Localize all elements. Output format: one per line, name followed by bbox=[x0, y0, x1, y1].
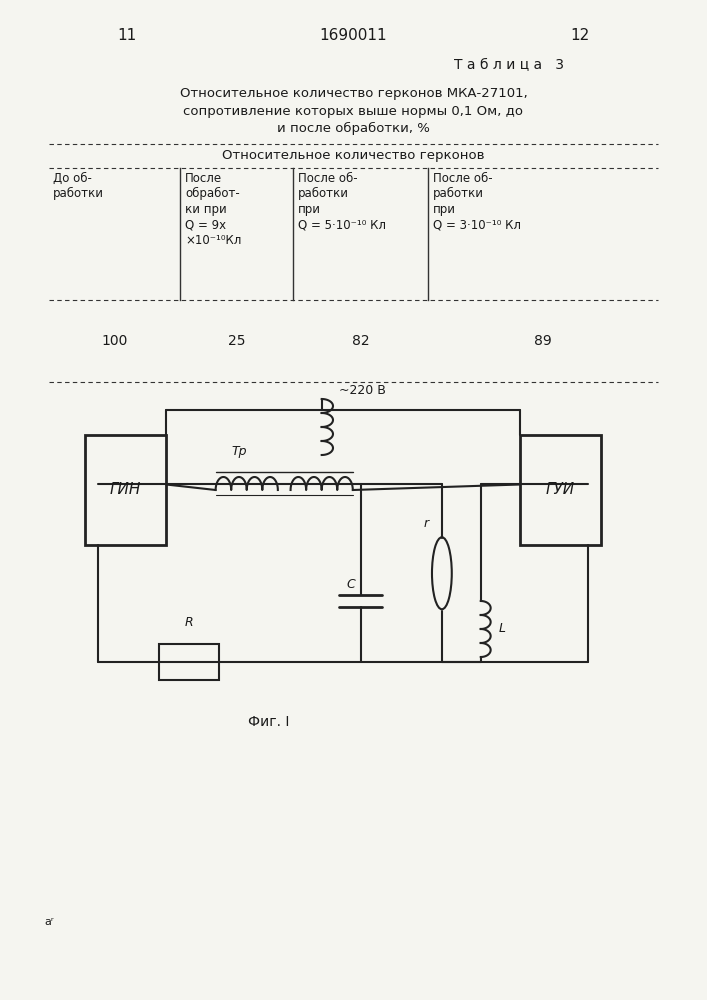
Text: 89: 89 bbox=[534, 334, 551, 348]
Text: Относительное количество герконов МКА-27101,: Относительное количество герконов МКА-27… bbox=[180, 88, 527, 101]
Text: R: R bbox=[185, 615, 194, 629]
Text: Q = 5·10⁻¹⁰ Кл: Q = 5·10⁻¹⁰ Кл bbox=[298, 218, 386, 231]
Text: После: После bbox=[185, 172, 223, 184]
Text: сопротивление которых выше нормы 0,1 Ом, до: сопротивление которых выше нормы 0,1 Ом,… bbox=[184, 104, 523, 117]
Text: ГИН: ГИН bbox=[110, 483, 141, 497]
Text: Тр: Тр bbox=[231, 446, 247, 458]
Text: C: C bbox=[346, 578, 355, 591]
Text: aʳ: aʳ bbox=[45, 917, 54, 927]
Text: работки: работки bbox=[298, 187, 349, 200]
Text: Относительное количество герконов: Относительное количество герконов bbox=[222, 149, 485, 162]
Bar bbox=[85, 435, 166, 545]
Text: L: L bbox=[498, 622, 506, 636]
Text: Q = 3·10⁻¹⁰ Кл: Q = 3·10⁻¹⁰ Кл bbox=[433, 218, 520, 231]
Bar bbox=[520, 435, 601, 545]
Text: После об-: После об- bbox=[298, 172, 358, 184]
Text: Q = 9x: Q = 9x bbox=[185, 218, 226, 231]
Text: После об-: После об- bbox=[433, 172, 492, 184]
Text: r: r bbox=[424, 517, 429, 530]
Bar bbox=[159, 644, 219, 680]
Text: Фиг. I: Фиг. I bbox=[248, 715, 289, 729]
Text: 11: 11 bbox=[117, 27, 137, 42]
Text: 82: 82 bbox=[352, 334, 369, 348]
Text: До об-: До об- bbox=[53, 172, 92, 184]
Text: 100: 100 bbox=[102, 334, 128, 348]
Text: ки при: ки при bbox=[185, 203, 227, 216]
Text: 12: 12 bbox=[570, 27, 590, 42]
Text: 1690011: 1690011 bbox=[320, 27, 387, 42]
Text: 25: 25 bbox=[228, 334, 245, 348]
Text: ~220 В: ~220 В bbox=[339, 384, 386, 397]
Text: ×10⁻¹⁰Кл: ×10⁻¹⁰Кл bbox=[185, 233, 242, 246]
Ellipse shape bbox=[432, 537, 452, 609]
Text: обработ-: обработ- bbox=[185, 187, 240, 200]
Text: Т а б л и ц а   3: Т а б л и ц а 3 bbox=[454, 58, 564, 72]
Text: при: при bbox=[298, 203, 322, 216]
Text: работки: работки bbox=[53, 187, 104, 200]
Text: при: при bbox=[433, 203, 456, 216]
Text: работки: работки bbox=[433, 187, 484, 200]
Text: ГУИ: ГУИ bbox=[546, 483, 575, 497]
Text: и после обработки, %: и после обработки, % bbox=[277, 121, 430, 135]
